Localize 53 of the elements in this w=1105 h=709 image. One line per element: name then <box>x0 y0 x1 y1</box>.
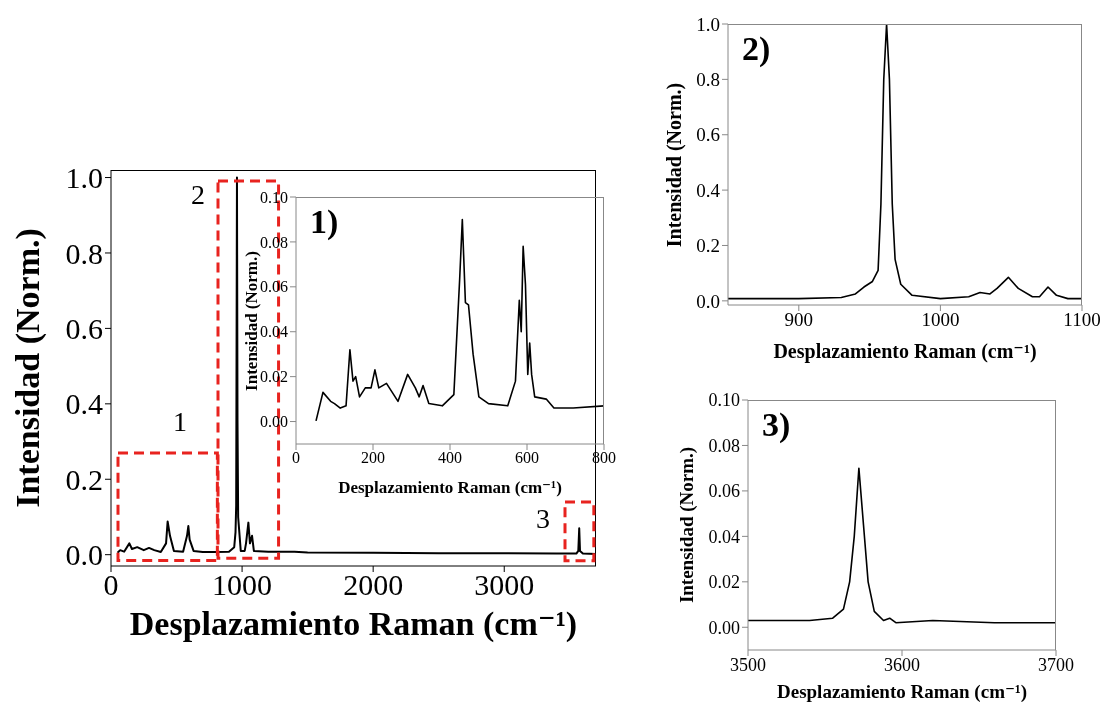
y-tick-label: 1.0 <box>696 13 720 35</box>
y-tick-label: 0.2 <box>696 235 720 257</box>
y-tick-label: 0.08 <box>260 233 288 251</box>
y-tick-label: 0.04 <box>260 323 288 341</box>
x-tick-label: 0 <box>292 449 300 467</box>
y-tick-label: 0.8 <box>696 69 720 91</box>
y-tick-label: 0.00 <box>708 617 740 638</box>
y-tick-label: 0.08 <box>708 435 740 456</box>
x-axis-title: Desplazamiento Raman (cm⁻¹) <box>773 340 1037 362</box>
line-series <box>748 467 1056 624</box>
x-tick-label: 900 <box>784 309 814 331</box>
x-tick-label: 2000 <box>343 568 404 602</box>
x-tick-label: 1000 <box>921 309 960 331</box>
x-tick-label: 0 <box>103 568 119 602</box>
x-tick-label: 3000 <box>474 568 535 602</box>
y-tick-label: 0.06 <box>260 278 288 296</box>
x-tick-label: 1100 <box>1063 309 1101 331</box>
y-tick-label: 0.0 <box>696 290 720 312</box>
y-tick-label: 0.4 <box>696 179 721 201</box>
y-axis-title: Intensidad (Norm.) <box>241 250 261 391</box>
y-tick-label: 0.00 <box>260 413 288 431</box>
x-axis-title: Desplazamiento Raman (cm⁻¹) <box>129 605 578 643</box>
annotation: 1) <box>310 203 339 240</box>
x-axis-title: Desplazamiento Raman (cm⁻¹) <box>776 680 1028 703</box>
y-tick-label: 0.06 <box>708 481 740 502</box>
annotation: 3 <box>536 503 550 534</box>
y-tick-label: 0.02 <box>260 368 288 386</box>
y-tick-label: 0.2 <box>65 462 103 496</box>
y-axis-title: Intensidad (Norm.) <box>9 228 47 508</box>
annotation: 2 <box>191 179 205 210</box>
x-tick-label: 400 <box>438 449 462 467</box>
y-tick-label: 0.02 <box>708 572 740 593</box>
x-axis-title: Desplazamiento Raman (cm⁻¹) <box>338 477 562 498</box>
y-tick-label: 0.8 <box>65 236 103 270</box>
x-tick-label: 1000 <box>212 568 273 602</box>
y-axis-title: Intensidad (Norm.) <box>675 446 698 604</box>
x-tick-label: 3600 <box>884 654 920 675</box>
x-tick-label: 3700 <box>1038 654 1074 675</box>
y-tick-label: 0.4 <box>65 387 103 421</box>
y-tick-label: 0.10 <box>260 188 288 206</box>
y-tick-label: 0.6 <box>696 124 720 146</box>
y-tick-label: 1.0 <box>65 161 103 195</box>
x-tick-label: 200 <box>361 449 385 467</box>
annotation: 2) <box>742 30 771 67</box>
annotation: 3) <box>762 406 791 443</box>
x-tick-label: 3500 <box>730 654 766 675</box>
y-tick-label: 0.6 <box>65 312 103 346</box>
y-tick-label: 0.0 <box>65 538 103 572</box>
x-tick-label: 600 <box>515 449 539 467</box>
y-axis-title: Intensidad (Norm.) <box>663 82 685 247</box>
y-tick-label: 0.10 <box>708 390 740 411</box>
y-tick-label: 0.04 <box>708 526 740 547</box>
annotation: 1 <box>173 406 187 437</box>
